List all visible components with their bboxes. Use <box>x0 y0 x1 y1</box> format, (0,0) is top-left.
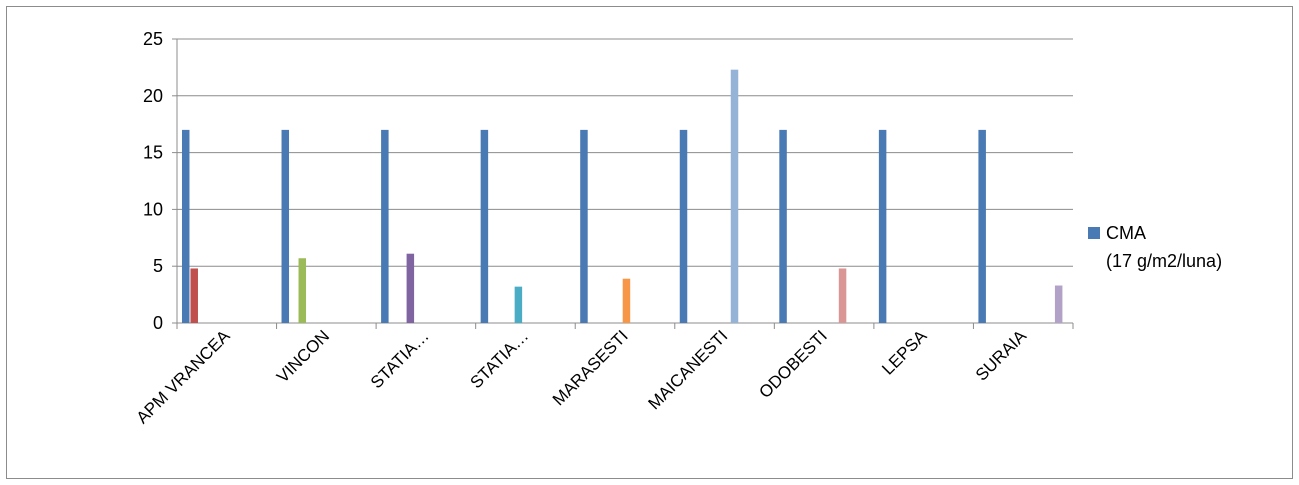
bar <box>878 129 887 323</box>
bar <box>1054 285 1063 323</box>
bar <box>779 129 787 323</box>
x-tick-label: MARASESTI <box>549 326 632 409</box>
gridlines <box>177 38 1073 267</box>
y-tick-label: 20 <box>143 86 163 106</box>
y-tick-labels: 0 5 10 15 20 25 <box>143 29 163 333</box>
x-tick-label: SURAIA <box>972 326 1031 385</box>
bar <box>514 286 523 323</box>
bar <box>679 129 688 323</box>
x-tick-label: ODOBESTI <box>755 326 831 402</box>
y-tick-label: 0 <box>153 313 163 333</box>
x-tick-label: STATIA… <box>367 326 433 392</box>
bars <box>181 69 1063 323</box>
y-tick-label: 5 <box>153 256 163 276</box>
legend: CMA (17 g/m2/luna) <box>1088 223 1222 271</box>
bar <box>838 268 847 323</box>
axes <box>172 38 1074 329</box>
legend-label-cma-detail: (17 g/m2/luna) <box>1106 251 1222 271</box>
x-tick-label: APM VRANCEA <box>133 326 234 427</box>
bar <box>622 278 631 323</box>
bar <box>406 253 415 323</box>
chart-frame <box>6 6 1293 479</box>
bar <box>298 258 307 323</box>
x-tick-label: VINCON <box>273 326 333 386</box>
y-tick-label: 15 <box>143 143 163 163</box>
x-tick-label: LEPSA <box>878 326 931 379</box>
legend-swatch-cma <box>1088 227 1100 239</box>
y-tick-label: 10 <box>143 199 163 219</box>
bar <box>730 69 739 323</box>
x-tick-labels: APM VRANCEA VINCON STATIA… STATIA… MARASESTI… <box>133 326 1031 427</box>
bar <box>978 129 986 323</box>
legend-label-cma: CMA <box>1106 223 1146 243</box>
bar <box>281 129 290 323</box>
bar <box>381 129 389 323</box>
bar <box>190 268 198 323</box>
y-tick-label: 25 <box>143 29 163 49</box>
bar <box>480 129 489 323</box>
bar <box>580 129 588 323</box>
bar <box>181 129 190 323</box>
x-tick-label: MAICANESTI <box>644 326 731 413</box>
x-tick-label: STATIA… <box>467 326 533 392</box>
